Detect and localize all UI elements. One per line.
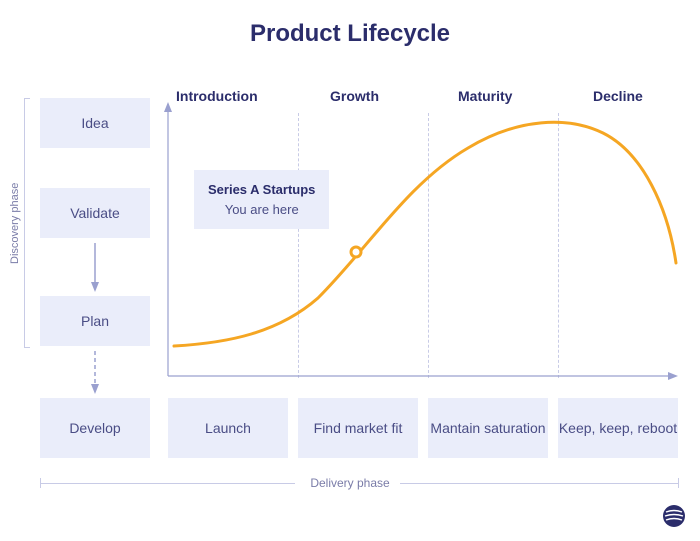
chart-svg bbox=[168, 88, 678, 383]
lifecycle-curve bbox=[174, 122, 676, 346]
stage-keep-reboot: Keep, keep, reboot bbox=[558, 398, 678, 458]
callout-title: Series A Startups bbox=[208, 180, 315, 200]
arrow-plan-to-develop bbox=[0, 58, 160, 418]
series-a-callout: Series A Startups You are here bbox=[194, 170, 329, 229]
stage-launch: Launch bbox=[168, 398, 288, 458]
delivery-bracket-right-cap bbox=[678, 478, 679, 488]
stage-develop: Develop bbox=[40, 398, 150, 458]
stage-maintain-saturation: Mantain saturation bbox=[428, 398, 548, 458]
page-title: Product Lifecycle bbox=[0, 0, 700, 58]
stage-find-market-fit: Find market fit bbox=[298, 398, 418, 458]
you-are-here-marker bbox=[351, 247, 361, 257]
lifecycle-chart: Introduction Growth Maturity Decline Ser… bbox=[168, 88, 678, 383]
brand-logo-icon bbox=[662, 504, 686, 528]
delivery-rule-right bbox=[400, 483, 678, 484]
callout-subtitle: You are here bbox=[208, 200, 315, 220]
diagram-area: Discovery phase Idea Validate Plan Devel… bbox=[0, 58, 700, 538]
